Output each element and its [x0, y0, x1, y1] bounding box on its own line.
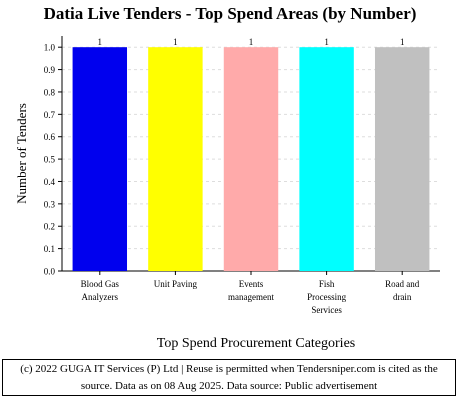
x-tick-label: drain: [393, 292, 412, 302]
data-label: 1: [173, 37, 178, 47]
y-tick-label: 0.6: [44, 132, 56, 142]
y-tick-label: 0.7: [44, 110, 56, 120]
x-tick-label: Services: [311, 305, 342, 315]
x-tick-label: Fish: [319, 279, 335, 289]
footer-line-1: (c) 2022 GUGA IT Services (P) Ltd | Reus…: [20, 363, 438, 375]
y-axis-title: Number of Tenders: [14, 103, 29, 204]
x-axis-title: Top Spend Procurement Categories: [157, 336, 355, 351]
footer-line-2: source. Data as on 08 Aug 2025. Data sou…: [80, 380, 378, 392]
y-tick-label: 0.0: [44, 267, 56, 277]
data-label: 1: [400, 37, 405, 47]
bar: [374, 47, 430, 271]
y-tick-label: 0.8: [44, 87, 56, 97]
labels: 0.0 0.1 0.2 0.3 0.4 0.5 0.6 0.7 0.8 0.9 1.0 1 Blood …: [14, 37, 420, 351]
x-tick-label: Blood Gas: [81, 279, 120, 289]
data-label: 1: [324, 37, 329, 47]
bar-chart: 0.0 0.1 0.2 0.3 0.4 0.5 0.6 0.7 0.8 0.9 1.0 1 Blood …: [14, 36, 440, 351]
bars: [72, 47, 430, 271]
x-tick-label: Analyzers: [82, 292, 119, 302]
data-label: 1: [98, 37, 103, 47]
x-tick-label: Events: [239, 279, 264, 289]
bar: [223, 47, 279, 271]
y-tick-label: 0.3: [44, 199, 56, 209]
x-tick-label: management: [228, 292, 274, 302]
data-label: 1: [249, 37, 254, 47]
y-tick-label: 0.4: [44, 177, 56, 187]
copyright-footer: (c) 2022 GUGA IT Services (P) Ltd | Reus…: [2, 359, 456, 396]
y-tick-label: 0.5: [44, 155, 56, 165]
x-tick-label: Unit Paving: [154, 279, 198, 289]
x-tick-label: Road and: [385, 279, 420, 289]
bar: [299, 47, 354, 271]
y-tick-label: 0.1: [44, 244, 55, 254]
bar: [72, 47, 128, 271]
y-tick-label: 0.9: [44, 65, 56, 75]
x-tick-label: Processing: [307, 292, 346, 302]
y-tick-label: 0.2: [44, 222, 55, 232]
chart-title: Datia Live Tenders - Top Spend Areas (by…: [43, 4, 417, 23]
y-tick-label: 1.0: [44, 43, 56, 53]
bar: [148, 47, 203, 271]
